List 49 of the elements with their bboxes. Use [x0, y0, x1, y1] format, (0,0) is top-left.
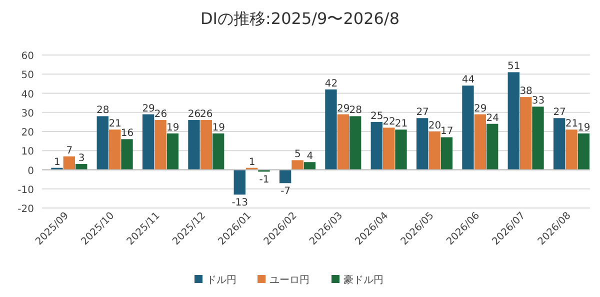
data-label: -1 — [259, 174, 270, 186]
data-label: 21 — [565, 118, 578, 130]
y-tick-label: 0 — [28, 166, 34, 177]
y-tick-label: -20 — [18, 204, 34, 215]
chart-title: DIの推移:2025/9〜2026/8 — [200, 9, 400, 28]
data-label: 17 — [440, 126, 454, 138]
y-tick-label: 50 — [21, 70, 34, 82]
legend-label: ユーロ円 — [270, 275, 310, 286]
legend-label: ドル円 — [206, 275, 236, 286]
data-label: 42 — [324, 78, 338, 90]
data-label: -13 — [232, 198, 248, 209]
data-label: 21 — [394, 118, 408, 130]
data-label: 26 — [200, 109, 213, 120]
y-tick-label: 40 — [21, 89, 34, 100]
data-label: 29 — [142, 103, 155, 114]
data-label: 21 — [108, 118, 122, 130]
data-label: 16 — [120, 128, 134, 140]
data-label: 3 — [78, 153, 85, 164]
data-label: 24 — [486, 112, 499, 124]
data-label: 19 — [578, 122, 590, 134]
y-tick-label: 30 — [21, 108, 34, 120]
data-label: 5 — [294, 149, 301, 160]
y-tick-label: 10 — [21, 146, 34, 158]
legend-label: 豪ドル円 — [344, 274, 384, 286]
data-label: 7 — [66, 145, 73, 156]
data-label: 29 — [337, 103, 350, 114]
y-tick-label: -10 — [18, 184, 34, 196]
data-label: 19 — [212, 122, 225, 134]
data-label: 51 — [508, 61, 520, 72]
data-label: 28 — [349, 105, 362, 116]
data-label: 26 — [188, 109, 201, 120]
data-label: 25 — [370, 110, 384, 122]
data-label: 1 — [54, 156, 60, 168]
data-label: 26 — [154, 109, 168, 120]
data-label: 1 — [248, 156, 256, 168]
data-label: 4 — [306, 151, 314, 162]
y-tick-label: 60 — [21, 51, 34, 62]
data-label: -7 — [280, 186, 291, 198]
data-label: 27 — [553, 107, 566, 118]
data-label: 29 — [474, 103, 487, 114]
data-label: 33 — [532, 96, 545, 107]
data-label: 22 — [382, 116, 396, 128]
data-label: 27 — [416, 107, 429, 118]
data-label: 20 — [428, 120, 442, 132]
data-label: 28 — [96, 105, 110, 116]
data-label: 44 — [462, 74, 475, 86]
y-tick-label: 20 — [21, 128, 34, 138]
data-label: 19 — [166, 122, 180, 134]
data-label: 38 — [520, 86, 532, 98]
